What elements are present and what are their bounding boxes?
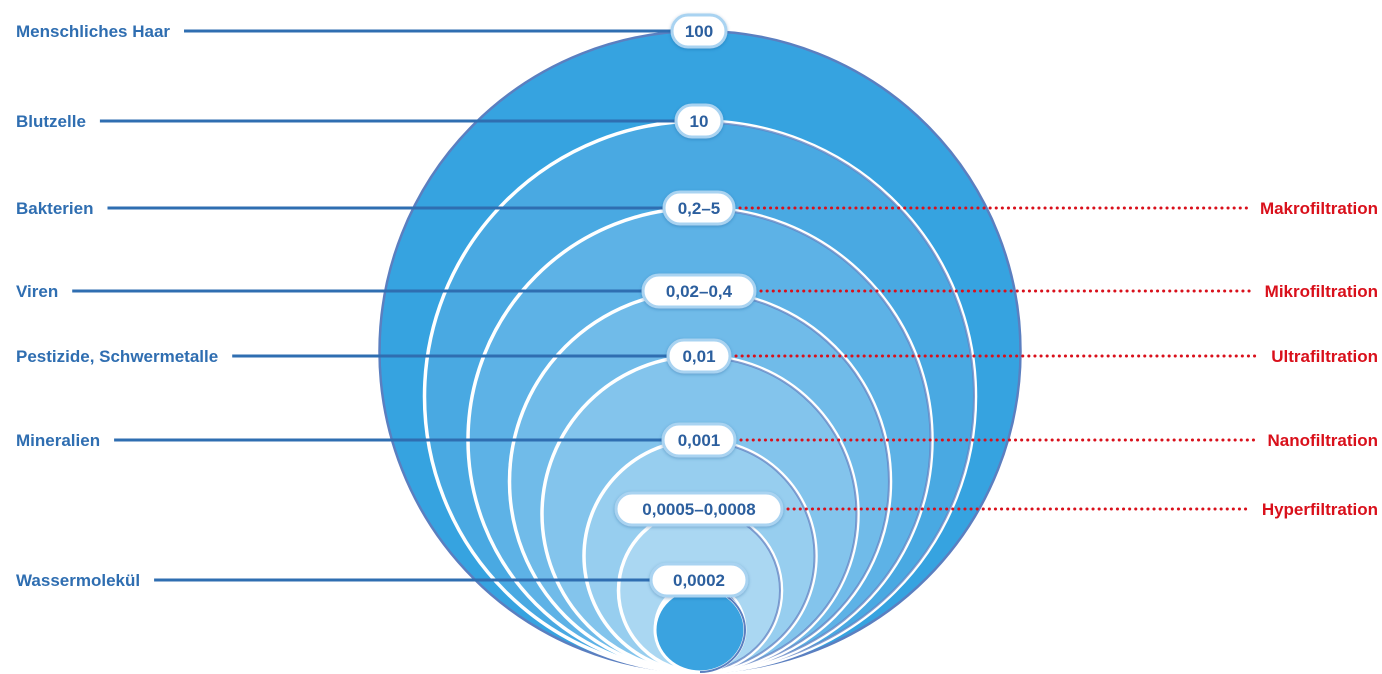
circle-shade-6 xyxy=(699,440,816,672)
circle-shade-4 xyxy=(699,291,890,672)
nested-circles xyxy=(378,29,1022,674)
size-pill: 0,0005–0,0008 xyxy=(614,491,784,527)
size-pill-bg xyxy=(670,13,728,49)
size-value: 10 xyxy=(690,112,709,131)
particle-label: Bakterien xyxy=(16,199,93,218)
size-value: 0,0002 xyxy=(673,571,725,590)
size-pill-bg xyxy=(674,103,724,139)
filtration-label: Makrofiltration xyxy=(1260,199,1378,218)
particle-label: Menschliches Haar xyxy=(16,22,170,41)
connectors xyxy=(72,29,1261,582)
filtration-label: Hyperfiltration xyxy=(1262,500,1378,519)
circle-shade-5 xyxy=(699,356,858,672)
size-value: 0,2–5 xyxy=(678,199,721,218)
size-pill: 0,01 xyxy=(666,338,732,374)
size-pill-bg xyxy=(662,190,736,226)
size-pill-bg xyxy=(614,491,784,527)
labels: Menschliches Haar Blutzelle Bakterien Viren… xyxy=(16,22,1378,590)
size-pills: 100 10 0,2–5 0,02–0,4 0,01 0,001 0,0005–0,0008… xyxy=(614,13,784,598)
size-pill: 10 xyxy=(674,103,724,139)
circle-shade-2 xyxy=(699,121,975,672)
particle-label: Wassermolekül xyxy=(16,571,140,590)
size-value: 0,02–0,4 xyxy=(666,282,733,301)
size-value: 0,01 xyxy=(682,347,715,366)
size-pill-bg xyxy=(641,273,757,309)
filtration-label: Ultrafiltration xyxy=(1271,347,1378,366)
size-value: 0,001 xyxy=(678,431,721,450)
size-pill: 0,02–0,4 xyxy=(641,273,757,309)
size-pill-bg xyxy=(649,562,749,598)
size-pill-bg xyxy=(661,422,737,458)
particle-label: Pestizide, Schwermetalle xyxy=(16,347,218,366)
size-pill: 0,001 xyxy=(661,422,737,458)
particle-label: Mineralien xyxy=(16,431,100,450)
size-value: 0,0005–0,0008 xyxy=(642,500,755,519)
size-value: 100 xyxy=(685,22,713,41)
size-pill: 100 xyxy=(670,13,728,49)
size-pill: 0,2–5 xyxy=(662,190,736,226)
size-pill: 0,0002 xyxy=(649,562,749,598)
filtration-label: Mikrofiltration xyxy=(1265,282,1378,301)
particle-label: Blutzelle xyxy=(16,112,86,131)
particle-label: Viren xyxy=(16,282,58,301)
size-pill-bg xyxy=(666,338,732,374)
filtration-label: Nanofiltration xyxy=(1268,431,1379,450)
